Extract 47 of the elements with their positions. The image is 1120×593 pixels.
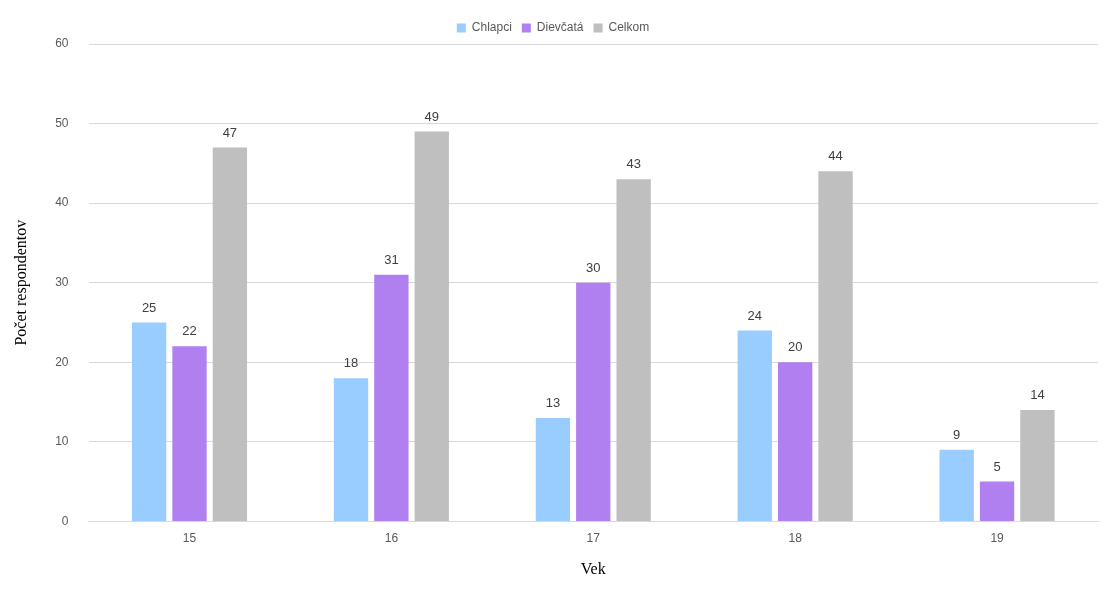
y-tick-label: 60 — [55, 36, 69, 51]
data-label: 20 — [787, 339, 803, 355]
bar — [374, 274, 409, 521]
y-tick-label: 0 — [61, 513, 69, 528]
data-label: 14 — [1030, 387, 1045, 403]
y-tick-label: 30 — [55, 275, 69, 290]
bar — [939, 449, 974, 521]
x-tick-label: 18 — [788, 530, 803, 545]
bar — [535, 417, 571, 521]
bar — [212, 147, 248, 521]
bar — [131, 322, 167, 521]
legend-label: Dievčatá — [536, 20, 584, 35]
y-tick-label: 20 — [55, 354, 69, 369]
x-tick-label: 17 — [586, 530, 601, 545]
data-label: 49 — [424, 108, 439, 124]
bar — [172, 346, 207, 521]
bar — [616, 179, 651, 521]
data-label: 5 — [993, 458, 1001, 474]
y-axis-title: Počet respondentov — [11, 219, 30, 346]
data-label: 47 — [222, 124, 238, 140]
bar — [818, 171, 853, 521]
data-label: 9 — [953, 426, 961, 442]
x-tick-label: 19 — [990, 530, 1005, 545]
data-label: 25 — [141, 299, 157, 315]
x-tick-label: 15 — [182, 530, 197, 545]
bar — [414, 131, 449, 521]
y-tick-label: 50 — [55, 115, 69, 130]
y-tick-label: 10 — [55, 434, 69, 449]
legend-label: Chlapci — [471, 20, 512, 35]
data-label: 30 — [586, 259, 601, 275]
data-label: 43 — [626, 156, 641, 172]
y-tick-label: 40 — [55, 195, 69, 210]
legend-label: Celkom — [608, 20, 650, 35]
data-label: 18 — [343, 355, 359, 371]
data-label: 24 — [747, 307, 763, 323]
bar — [778, 362, 813, 521]
bar — [737, 330, 772, 521]
bar — [333, 378, 369, 521]
data-label: 31 — [384, 251, 399, 267]
x-axis-title: Vek — [580, 559, 606, 577]
data-label: 22 — [182, 323, 197, 339]
bar — [1020, 410, 1055, 521]
data-label: 13 — [545, 395, 561, 411]
x-tick-label: 16 — [384, 530, 399, 545]
bar — [979, 481, 1015, 521]
bar — [576, 282, 611, 521]
data-label: 44 — [828, 148, 843, 164]
